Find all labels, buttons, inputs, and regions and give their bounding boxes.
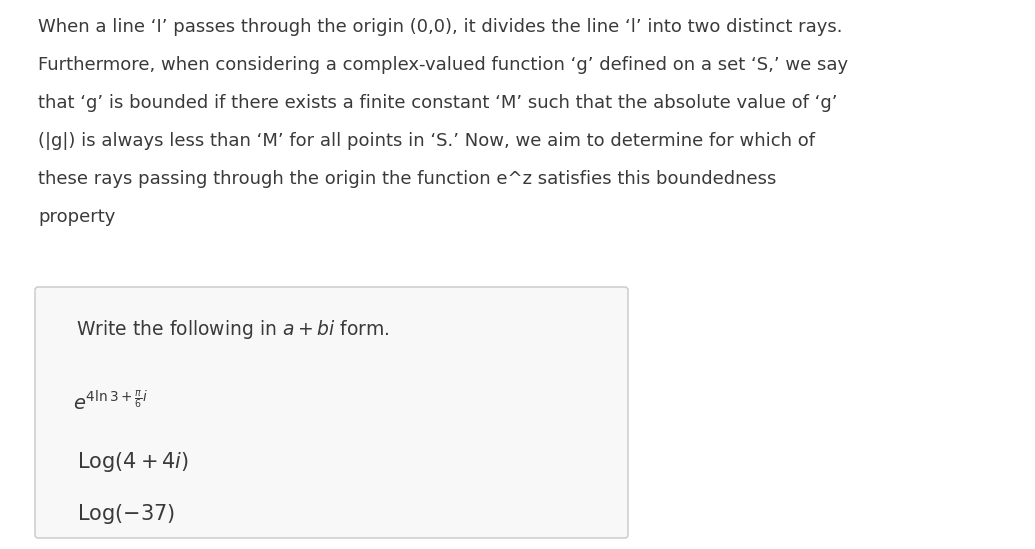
Text: that ‘g’ is bounded if there exists a finite constant ‘M’ such that the absolute: that ‘g’ is bounded if there exists a fi… (38, 94, 837, 112)
FancyBboxPatch shape (35, 287, 628, 538)
Text: (|g|) is always less than ‘M’ for all points in ‘S.’ Now, we aim to determine fo: (|g|) is always less than ‘M’ for all po… (38, 132, 815, 150)
Text: $\mathrm{Log}(-37)$: $\mathrm{Log}(-37)$ (77, 502, 175, 526)
Text: property: property (38, 208, 115, 226)
Text: When a line ‘I’ passes through the origin (0,0), it divides the line ‘l’ into tw: When a line ‘I’ passes through the origi… (38, 18, 842, 36)
Text: these rays passing through the origin the function e^z satisfies this boundednes: these rays passing through the origin th… (38, 170, 776, 188)
Text: $\mathrm{Log}(4+4i)$: $\mathrm{Log}(4+4i)$ (77, 450, 189, 474)
Text: Furthermore, when considering a complex-valued function ‘g’ defined on a set ‘S,: Furthermore, when considering a complex-… (38, 56, 848, 74)
Text: Write the following in $a + bi$ form.: Write the following in $a + bi$ form. (76, 318, 390, 341)
Text: $e^{4\ln 3+\frac{\pi}{6}i}$: $e^{4\ln 3+\frac{\pi}{6}i}$ (73, 390, 148, 414)
